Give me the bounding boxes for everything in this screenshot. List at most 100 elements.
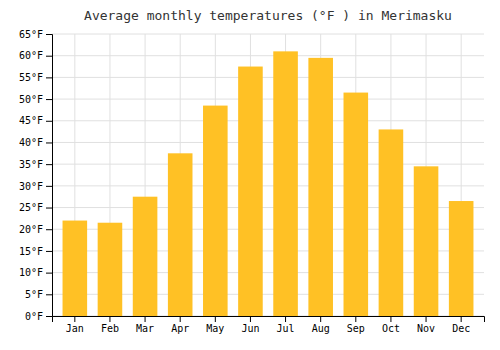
grid-line — [52, 142, 484, 143]
tick-mark — [461, 316, 462, 322]
bars — [63, 51, 474, 316]
grid-line — [52, 77, 484, 78]
tick-label: 50°F — [19, 94, 43, 105]
tick: Feb — [101, 316, 119, 334]
tick-mark — [145, 316, 146, 322]
tick: 0°F — [25, 311, 52, 322]
tick-mark — [390, 316, 391, 322]
bar — [273, 51, 298, 316]
tick-mark — [46, 142, 52, 143]
tick-label: 45°F — [19, 115, 43, 126]
tick-label: 30°F — [19, 181, 43, 192]
tick-label: Feb — [101, 323, 119, 334]
tick-label: Jan — [66, 323, 84, 334]
tick-mark — [215, 316, 216, 322]
tick: 50°F — [19, 94, 52, 105]
grid-line — [52, 55, 484, 56]
tick-label: 10°F — [19, 267, 43, 278]
tick-label: Apr — [171, 323, 189, 334]
tick-mark — [46, 316, 52, 317]
tick-mark — [426, 316, 427, 322]
axis-line — [53, 317, 485, 323]
axis-line — [46, 35, 53, 317]
tick: 55°F — [19, 72, 52, 83]
tick-mark — [74, 316, 75, 322]
tick: 60°F — [19, 50, 52, 61]
tick-mark — [46, 56, 52, 57]
tick-mark — [46, 164, 52, 165]
tick-label: Dec — [452, 323, 470, 334]
tick-label: 60°F — [19, 50, 43, 61]
y-axis: 0°F 5°F 10°F 15°F 20°F 25°F 30°F 35°F 40°F 45°F 50… — [19, 29, 53, 322]
tick-mark — [46, 208, 52, 209]
tick-label: 55°F — [19, 72, 43, 83]
tick: Jan — [66, 316, 84, 334]
tick-mark — [46, 34, 52, 35]
tick: 15°F — [19, 246, 52, 257]
tick-mark — [46, 229, 52, 230]
tick-label: Jun — [241, 323, 259, 334]
tick-mark — [285, 316, 286, 322]
tick-mark — [109, 316, 110, 322]
tick-label: 5°F — [25, 289, 43, 300]
grid-line — [52, 99, 484, 100]
tick: Oct — [382, 316, 400, 334]
tick: 45°F — [19, 115, 52, 126]
tick-label: Mar — [136, 323, 154, 334]
bar — [168, 153, 193, 316]
bar — [133, 197, 158, 316]
tick-mark — [46, 77, 52, 78]
tick: 40°F — [19, 137, 52, 148]
grid-line — [52, 34, 484, 35]
bar — [98, 223, 123, 316]
tick: Dec — [452, 316, 470, 334]
tick-mark — [355, 316, 356, 322]
plot: JanFebMarAprMayJunJulAugSepOctNovDec0°F5… — [19, 29, 485, 334]
tick-label: Sep — [347, 323, 365, 334]
tick-mark — [46, 99, 52, 100]
tick-mark — [180, 316, 181, 322]
title: Average monthly temperatures (°F ) in Me… — [84, 8, 452, 23]
grid-line — [52, 120, 484, 121]
tick-mark — [46, 186, 52, 187]
tick-label: 40°F — [19, 137, 43, 148]
tick-label: Oct — [382, 323, 400, 334]
tick: 20°F — [19, 224, 52, 235]
tick: Apr — [171, 316, 189, 334]
tick: Aug — [312, 316, 330, 334]
tick-label: 20°F — [19, 224, 43, 235]
bar — [308, 58, 333, 316]
tick-mark — [46, 273, 52, 274]
tick-label: 65°F — [19, 29, 43, 40]
tick-mark — [46, 251, 52, 252]
tick-label: Aug — [312, 323, 330, 334]
tick: May — [206, 316, 224, 334]
bar — [203, 106, 228, 316]
tick-label: Jul — [277, 323, 295, 334]
grid-line — [52, 164, 484, 165]
tick: Sep — [347, 316, 365, 334]
tick: 25°F — [19, 202, 52, 213]
tick-mark — [46, 121, 52, 122]
tick-mark — [250, 316, 251, 322]
bar — [63, 221, 88, 316]
tick-label: May — [206, 323, 224, 334]
tick-label: 25°F — [19, 202, 43, 213]
bar — [449, 201, 474, 316]
tick-mark — [320, 316, 321, 322]
tick-label: 0°F — [25, 311, 43, 322]
tick-mark — [46, 294, 52, 295]
tick: 35°F — [19, 159, 52, 170]
tick-label: 35°F — [19, 159, 43, 170]
tick-label: 15°F — [19, 246, 43, 257]
tick: 10°F — [19, 267, 52, 278]
bar — [344, 93, 369, 316]
bar — [238, 67, 263, 316]
bar — [414, 166, 439, 316]
bar — [379, 129, 404, 316]
tick: 30°F — [19, 181, 52, 192]
tick: Mar — [136, 316, 154, 334]
tick: 5°F — [25, 289, 52, 300]
tick: Jun — [241, 316, 259, 334]
chart: JanFebMarAprMayJunJulAugSepOctNovDec0°F5… — [0, 0, 500, 350]
